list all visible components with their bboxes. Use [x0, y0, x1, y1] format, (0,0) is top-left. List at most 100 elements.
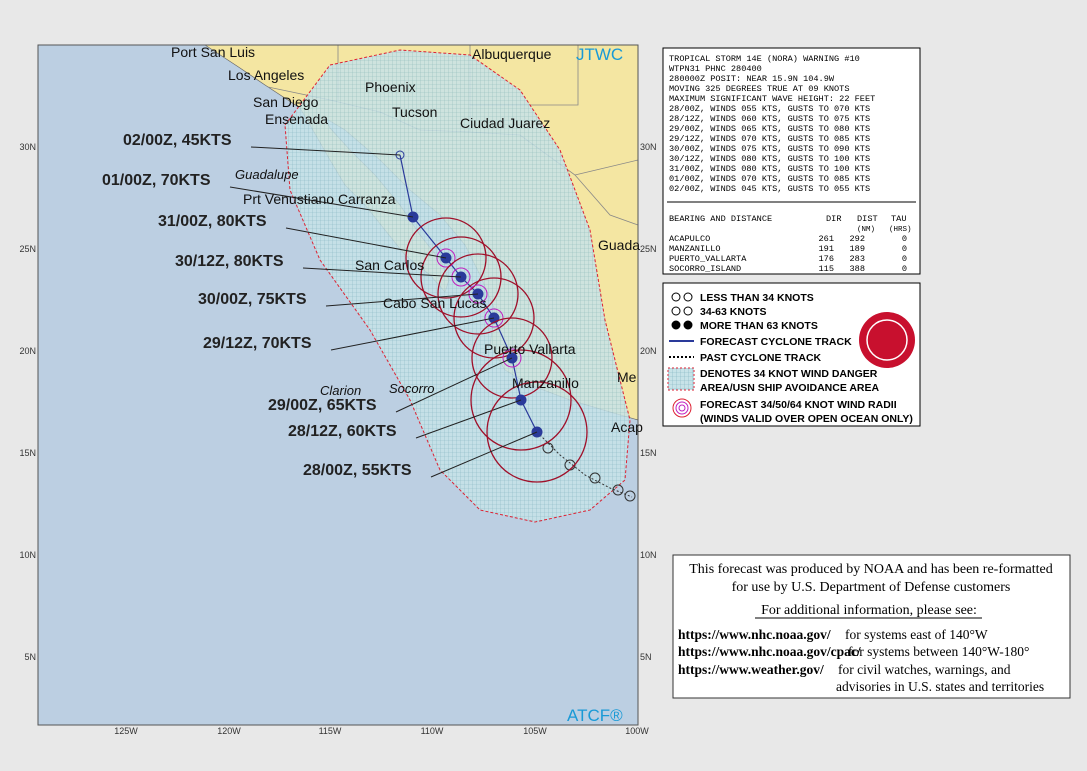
lat-label: 15N	[640, 448, 657, 458]
table-cell: 176	[819, 254, 834, 264]
place-label: Los Angeles	[228, 67, 304, 83]
place-label: Clarion	[320, 383, 361, 398]
place-label: Prt Venustiano Carranza	[243, 191, 396, 207]
legend-item: FORECAST CYCLONE TRACK	[700, 336, 852, 348]
warning-line: 31/00Z, WINDS 080 KTS, GUSTS TO 100 KTS	[669, 164, 870, 174]
table-cell: ACAPULCO	[669, 234, 710, 244]
wind-radii	[405, 217, 487, 299]
forecast-label: 28/00Z, 55KTS	[303, 462, 412, 479]
legend-icon	[675, 401, 689, 415]
wind-radii-64	[468, 284, 488, 304]
table-cell: 388	[850, 264, 865, 274]
forecast-label: 29/12Z, 70KTS	[203, 335, 312, 352]
warning-panel	[662, 47, 921, 275]
legend-icon	[683, 292, 693, 302]
place-label: Cabo San Lucas	[383, 295, 487, 311]
warning-line: 01/00Z, WINDS 070 KTS, GUSTS TO 085 KTS	[669, 174, 870, 184]
leader-line	[285, 227, 447, 259]
table-cell: 189	[850, 244, 865, 254]
forecast-label: 29/00Z, 65KTS	[268, 397, 377, 414]
warning-line: 29/00Z, WINDS 065 KTS, GUSTS TO 080 KTS	[669, 124, 870, 134]
place-label: San Diego	[253, 94, 319, 110]
notice-text: for civil watches, warnings, and	[838, 662, 1011, 677]
notice-text: advisories in U.S. states and territorie…	[836, 679, 1044, 694]
forecast-label: 30/00Z, 75KTS	[198, 291, 307, 308]
warning-line: 30/12Z, WINDS 080 KTS, GUSTS TO 100 KTS	[669, 154, 870, 164]
place-label: Albuquerque	[472, 46, 552, 62]
lat-label: 30N	[640, 142, 657, 152]
lat-label: 10N	[640, 550, 657, 560]
place-label: Ensenada	[265, 111, 328, 127]
table-cell: 283	[850, 254, 865, 264]
table-cell: 261	[819, 234, 834, 244]
warning-line: 02/00Z, WINDS 045 KTS, GUSTS TO 055 KTS	[669, 184, 870, 194]
legend-item: MORE THAN 63 KNOTS	[700, 320, 818, 332]
logo: ATCF®	[567, 706, 623, 725]
wind-radii	[471, 317, 553, 399]
map-layer	[229, 146, 636, 502]
legend-item: AREA/USN SHIP AVOIDANCE AREA	[700, 382, 880, 394]
lat-label: 10N	[19, 550, 36, 560]
legend-item: PAST CYCLONE TRACK	[700, 352, 822, 364]
map-frame	[37, 44, 639, 726]
notice-text: for systems east of 140°W	[845, 627, 988, 642]
warning-line: WTPN31 PHNC 280400	[669, 64, 762, 74]
table-header: BEARING AND DISTANCE	[669, 214, 772, 224]
wind-radii	[437, 253, 519, 335]
past-track	[536, 431, 633, 498]
leader-line	[430, 431, 538, 478]
notice-line: for use by U.S. Department of Defense cu…	[732, 580, 1011, 595]
warning-line: 29/12Z, WINDS 070 KTS, GUSTS TO 085 KTS	[669, 134, 870, 144]
notice-link: https://www.nhc.noaa.gov/	[678, 627, 831, 642]
table-cell: 0	[902, 244, 907, 254]
leader-line	[415, 399, 522, 439]
lat-label: 25N	[640, 244, 657, 254]
table-cell: PUERTO_VALLARTA	[669, 254, 747, 264]
notice-line: This forecast was produced by NOAA and h…	[689, 562, 1053, 577]
lon-label: 120W	[217, 726, 241, 736]
legend-icon	[671, 306, 681, 316]
place-label: Me	[617, 369, 637, 385]
wind-radii	[470, 349, 572, 451]
lat-label: 15N	[19, 448, 36, 458]
warning-line: 30/00Z, WINDS 075 KTS, GUSTS TO 090 KTS	[669, 144, 870, 154]
legend-icon	[678, 404, 686, 412]
logo: JTWC	[576, 45, 623, 64]
lon-label: 100W	[625, 726, 649, 736]
wind-radii-64	[436, 248, 456, 268]
table-header: DIR	[826, 214, 841, 224]
warning-line: MOVING 325 DEGREES TRUE AT 09 KNOTS	[669, 84, 850, 94]
place-label: Tucson	[392, 104, 437, 120]
forecast-label: 02/00Z, 45KTS	[123, 132, 232, 149]
warning-line: MAXIMUM SIGNIFICANT WAVE HEIGHT: 22 FEET	[669, 94, 875, 104]
past-position	[612, 484, 624, 496]
forecast-label: 28/12Z, 60KTS	[288, 423, 397, 440]
wind-radii	[420, 236, 502, 318]
table-cell: 191	[819, 244, 834, 254]
lon-label: 125W	[114, 726, 138, 736]
table-cell: SOCORRO_ISLAND	[669, 264, 741, 274]
legend-icon	[672, 398, 692, 418]
notice-link: https://www.weather.gov/	[678, 662, 824, 677]
lon-label: 115W	[319, 726, 342, 736]
lat-label: 20N	[640, 346, 657, 356]
forecast-label: 30/12Z, 80KTS	[175, 253, 284, 270]
legend-icon	[667, 367, 695, 391]
notice-line: For additional information, please see:	[761, 603, 977, 618]
place-label: San Carlos	[355, 257, 424, 273]
wind-radii-64	[484, 308, 504, 328]
place-label: Phoenix	[365, 79, 416, 95]
table-cell: 0	[902, 254, 907, 264]
wind-radii-64	[502, 348, 522, 368]
notice-text: for systems between 140°W-180°	[848, 644, 1029, 659]
lon-label: 110W	[421, 726, 444, 736]
wind-radii-64	[451, 267, 471, 287]
table-cell: 0	[902, 264, 907, 274]
place-label: Acap	[611, 419, 643, 435]
leader-line	[325, 293, 479, 307]
lat-label: 20N	[19, 346, 36, 356]
past-position	[589, 472, 601, 484]
table-cell: 292	[850, 234, 865, 244]
warning-line: 280000Z POSIT: NEAR 15.9N 104.9W	[669, 74, 835, 84]
